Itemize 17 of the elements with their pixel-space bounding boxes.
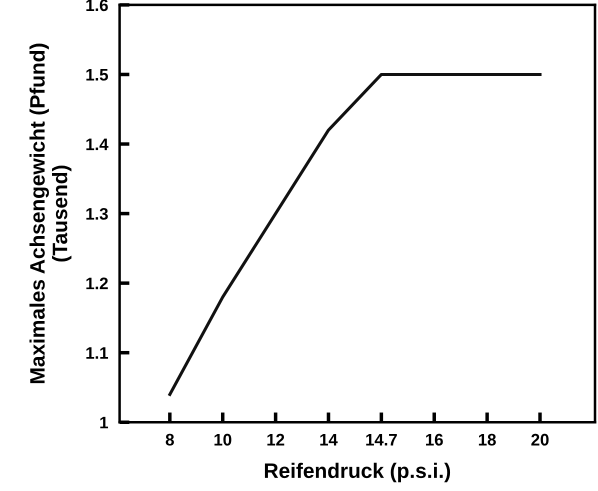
x-tick-label: 14.7 xyxy=(366,434,397,446)
y-axis-title: Maximales Achsengewicht (Pfund) (Tausend) xyxy=(29,44,72,384)
y-tick-label: 1.2 xyxy=(86,278,108,290)
y-tick-label: 1.3 xyxy=(86,208,108,220)
y-tick-label: 1.5 xyxy=(86,69,108,81)
x-tick-label: 12 xyxy=(267,434,284,446)
x-tick-label: 10 xyxy=(214,434,232,446)
line-series xyxy=(168,72,542,396)
y-tick-label: 1.4 xyxy=(86,138,108,150)
x-tick-label: 16 xyxy=(426,434,443,446)
y-tick-label: 1.1 xyxy=(86,347,108,359)
x-tick-label: 14 xyxy=(320,434,338,446)
y-tick-label: 1 xyxy=(100,416,108,428)
x-axis-title: Reifendruck (p.s.i.) xyxy=(264,462,450,482)
x-tick-label: 8 xyxy=(166,434,174,446)
x-tick-label: 20 xyxy=(531,434,549,446)
x-tick-label: 18 xyxy=(478,434,496,446)
